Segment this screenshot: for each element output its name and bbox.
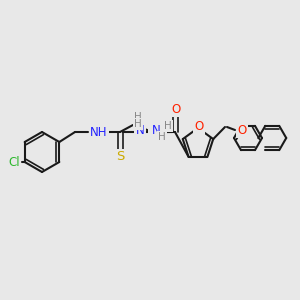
Text: H: H [164,121,172,131]
Text: H: H [134,112,142,122]
Text: O: O [194,121,204,134]
Text: N: N [157,125,165,139]
Text: S: S [116,150,124,163]
Text: N: N [136,124,144,137]
Text: O: O [237,124,246,136]
Text: N: N [152,124,160,137]
Text: NH: NH [90,125,107,139]
Text: H: H [134,119,142,129]
Text: O: O [171,103,181,116]
Text: H: H [158,132,166,142]
Text: N: N [150,125,158,139]
Text: Cl: Cl [8,155,20,169]
